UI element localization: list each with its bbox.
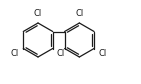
Text: Cl: Cl <box>57 49 65 58</box>
Text: Cl: Cl <box>98 49 106 58</box>
Text: Cl: Cl <box>11 49 19 58</box>
Text: Cl: Cl <box>75 9 83 18</box>
Text: Cl: Cl <box>34 9 42 18</box>
